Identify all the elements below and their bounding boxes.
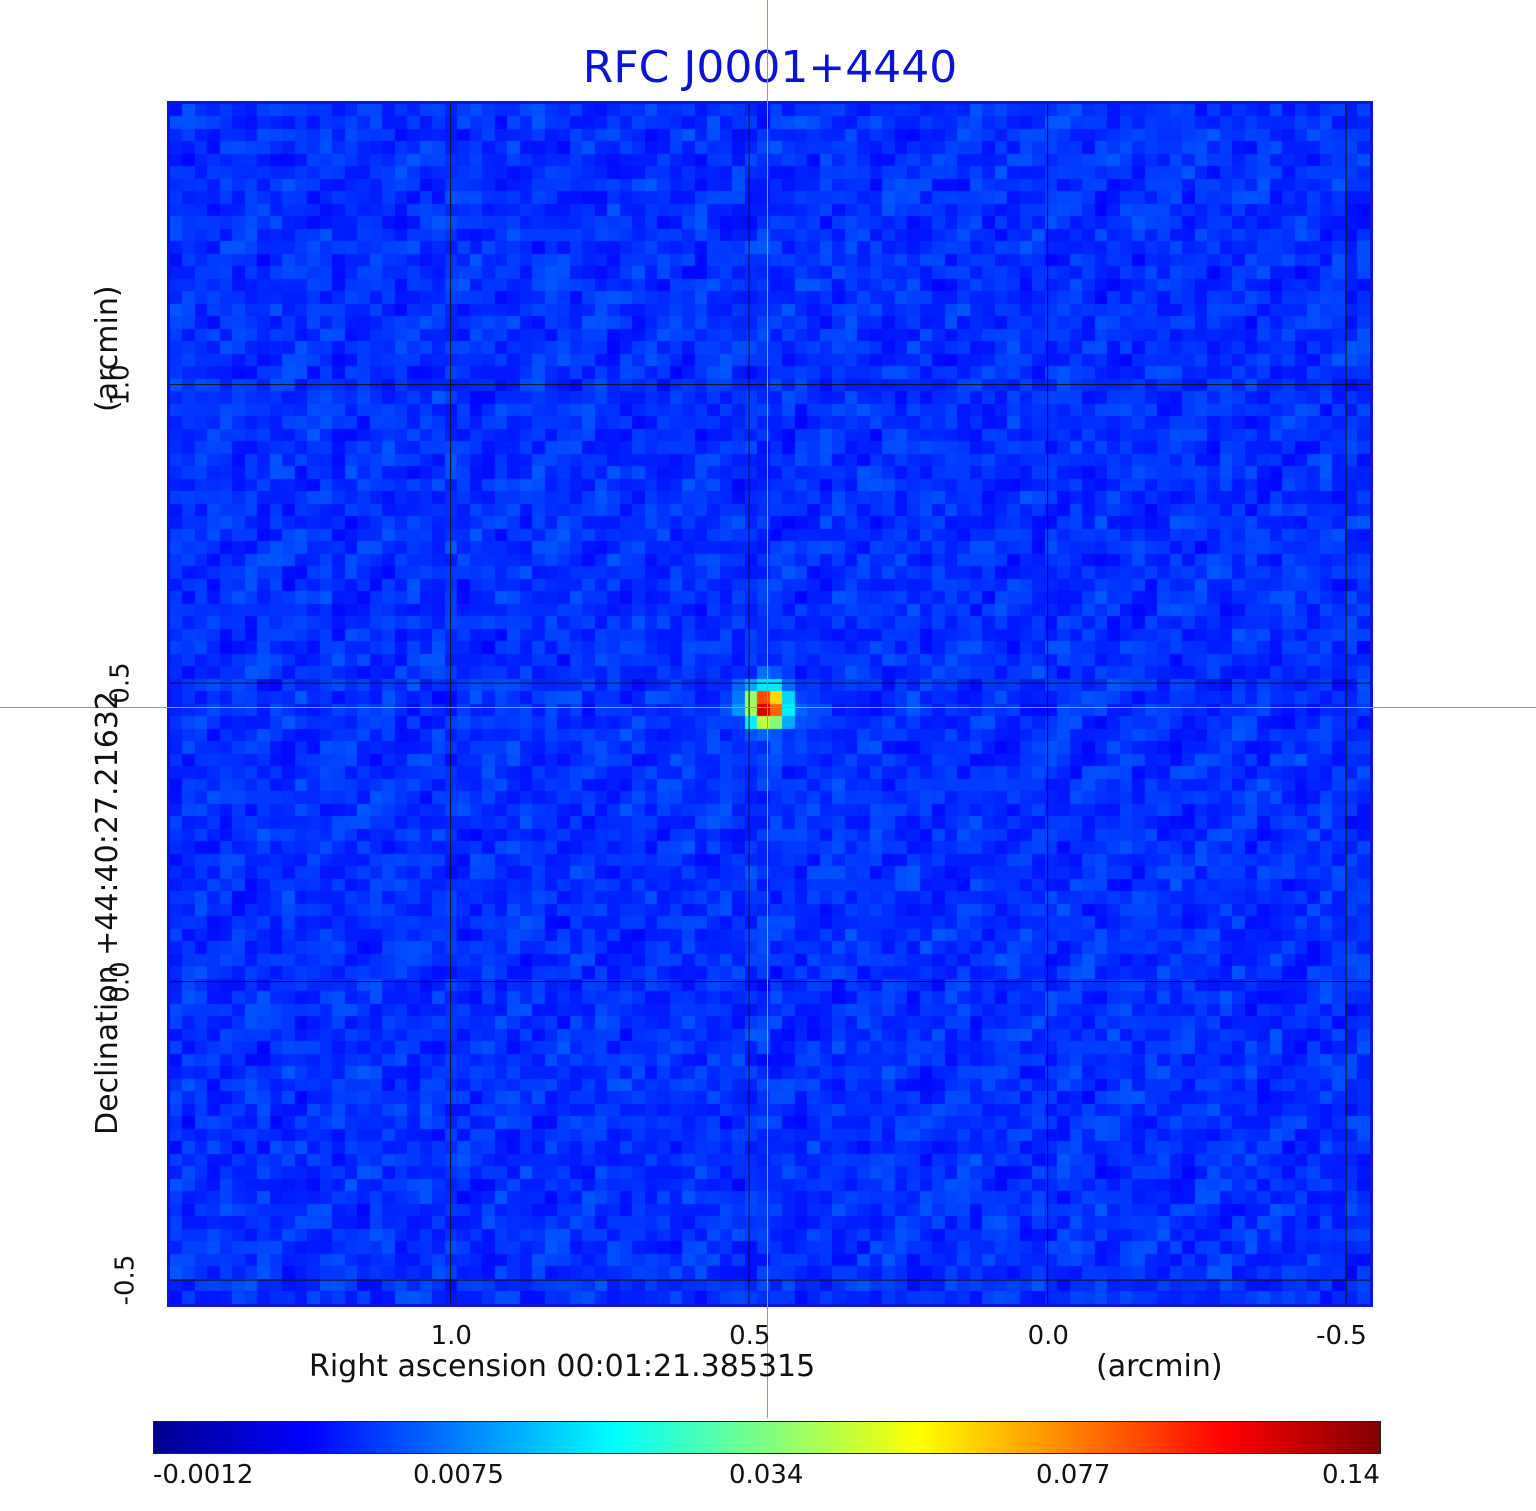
chart-title: RFC J0001+4440: [582, 42, 958, 93]
x-tick-label: 1.0: [430, 1321, 472, 1351]
colorbar: [153, 1421, 1381, 1454]
x-tick-label: 0.5: [729, 1321, 771, 1351]
y-axis-unit: (arcmin): [90, 285, 125, 412]
coordinate-grid: [170, 104, 1370, 1304]
x-axis-unit: (arcmin): [1096, 1349, 1223, 1384]
x-tick-label: -0.5: [1316, 1321, 1367, 1351]
colorbar-tick-label: 0.0075: [413, 1460, 504, 1490]
colorbar-tick-label: -0.0012: [153, 1460, 254, 1490]
crosshair-horizontal: [0, 707, 1536, 708]
crosshair-vertical: [767, 0, 768, 1418]
plot-area: [167, 101, 1373, 1307]
y-axis-label: Declination +44:40:27.21632: [90, 691, 125, 1135]
x-axis-label: Right ascension 00:01:21.385315: [309, 1349, 816, 1384]
colorbar-tick-label: 0.077: [1036, 1460, 1111, 1490]
y-tick-label: -0.5: [110, 1254, 141, 1306]
colorbar-tick-label: 0.14: [1322, 1460, 1380, 1490]
colorbar-tick-label: 0.034: [729, 1460, 804, 1490]
intensity-map: [170, 104, 1370, 1304]
x-tick-label: 0.0: [1027, 1321, 1069, 1351]
